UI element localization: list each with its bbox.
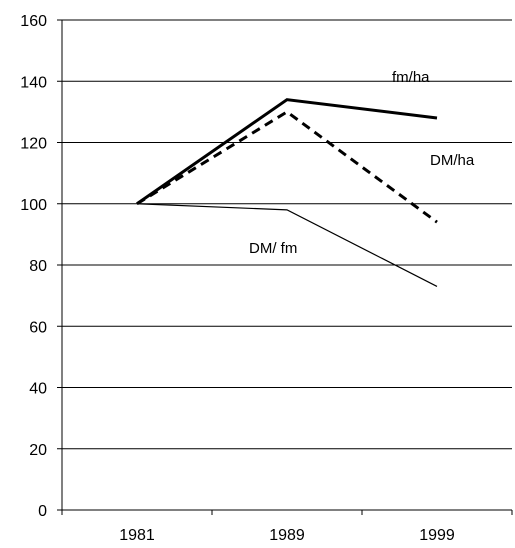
series-lines	[135, 98, 439, 288]
y-tick-label-20: 20	[29, 442, 47, 459]
y-tick-label-0: 0	[38, 503, 47, 520]
labels: 0 20 40 60 80 100 120 140 160 1981 1989 1999 fm/ha DM…	[20, 13, 475, 544]
x-tick-label-1981: 1981	[119, 527, 155, 544]
series-point-dm-fm-1981	[135, 202, 139, 206]
series-line-fm-ha	[136, 98, 438, 205]
x-tick-label-1999: 1999	[419, 527, 455, 544]
series-label-fm-ha: fm/ha	[392, 69, 430, 86]
y-tick-label-60: 60	[29, 319, 47, 336]
y-tick-label-140: 140	[20, 74, 47, 91]
series-point-fm-ha-1989	[285, 98, 289, 102]
series-label-dm-ha: DM/ha	[430, 152, 475, 169]
series-point-dm-fm-1999	[435, 284, 439, 288]
y-tick-label-120: 120	[20, 136, 47, 153]
axes	[57, 19, 513, 515]
y-tick-label-80: 80	[29, 258, 47, 275]
series-line-dm-ha	[136, 110, 438, 224]
series-point-dm-ha-1999	[435, 220, 439, 224]
gridlines	[62, 19, 512, 450]
series-point-dm-ha-1989	[285, 110, 289, 114]
series-point-fm-ha-1999	[435, 116, 439, 120]
y-tick-label-100: 100	[20, 197, 47, 214]
series-point-dm-fm-1989	[285, 208, 289, 212]
y-tick-label-160: 160	[20, 13, 47, 30]
series-label-dm-fm: DM/ fm	[249, 240, 297, 257]
series-line-dm-fm	[136, 203, 438, 287]
y-tick-label-40: 40	[29, 381, 47, 398]
x-tick-label-1989: 1989	[269, 527, 305, 544]
